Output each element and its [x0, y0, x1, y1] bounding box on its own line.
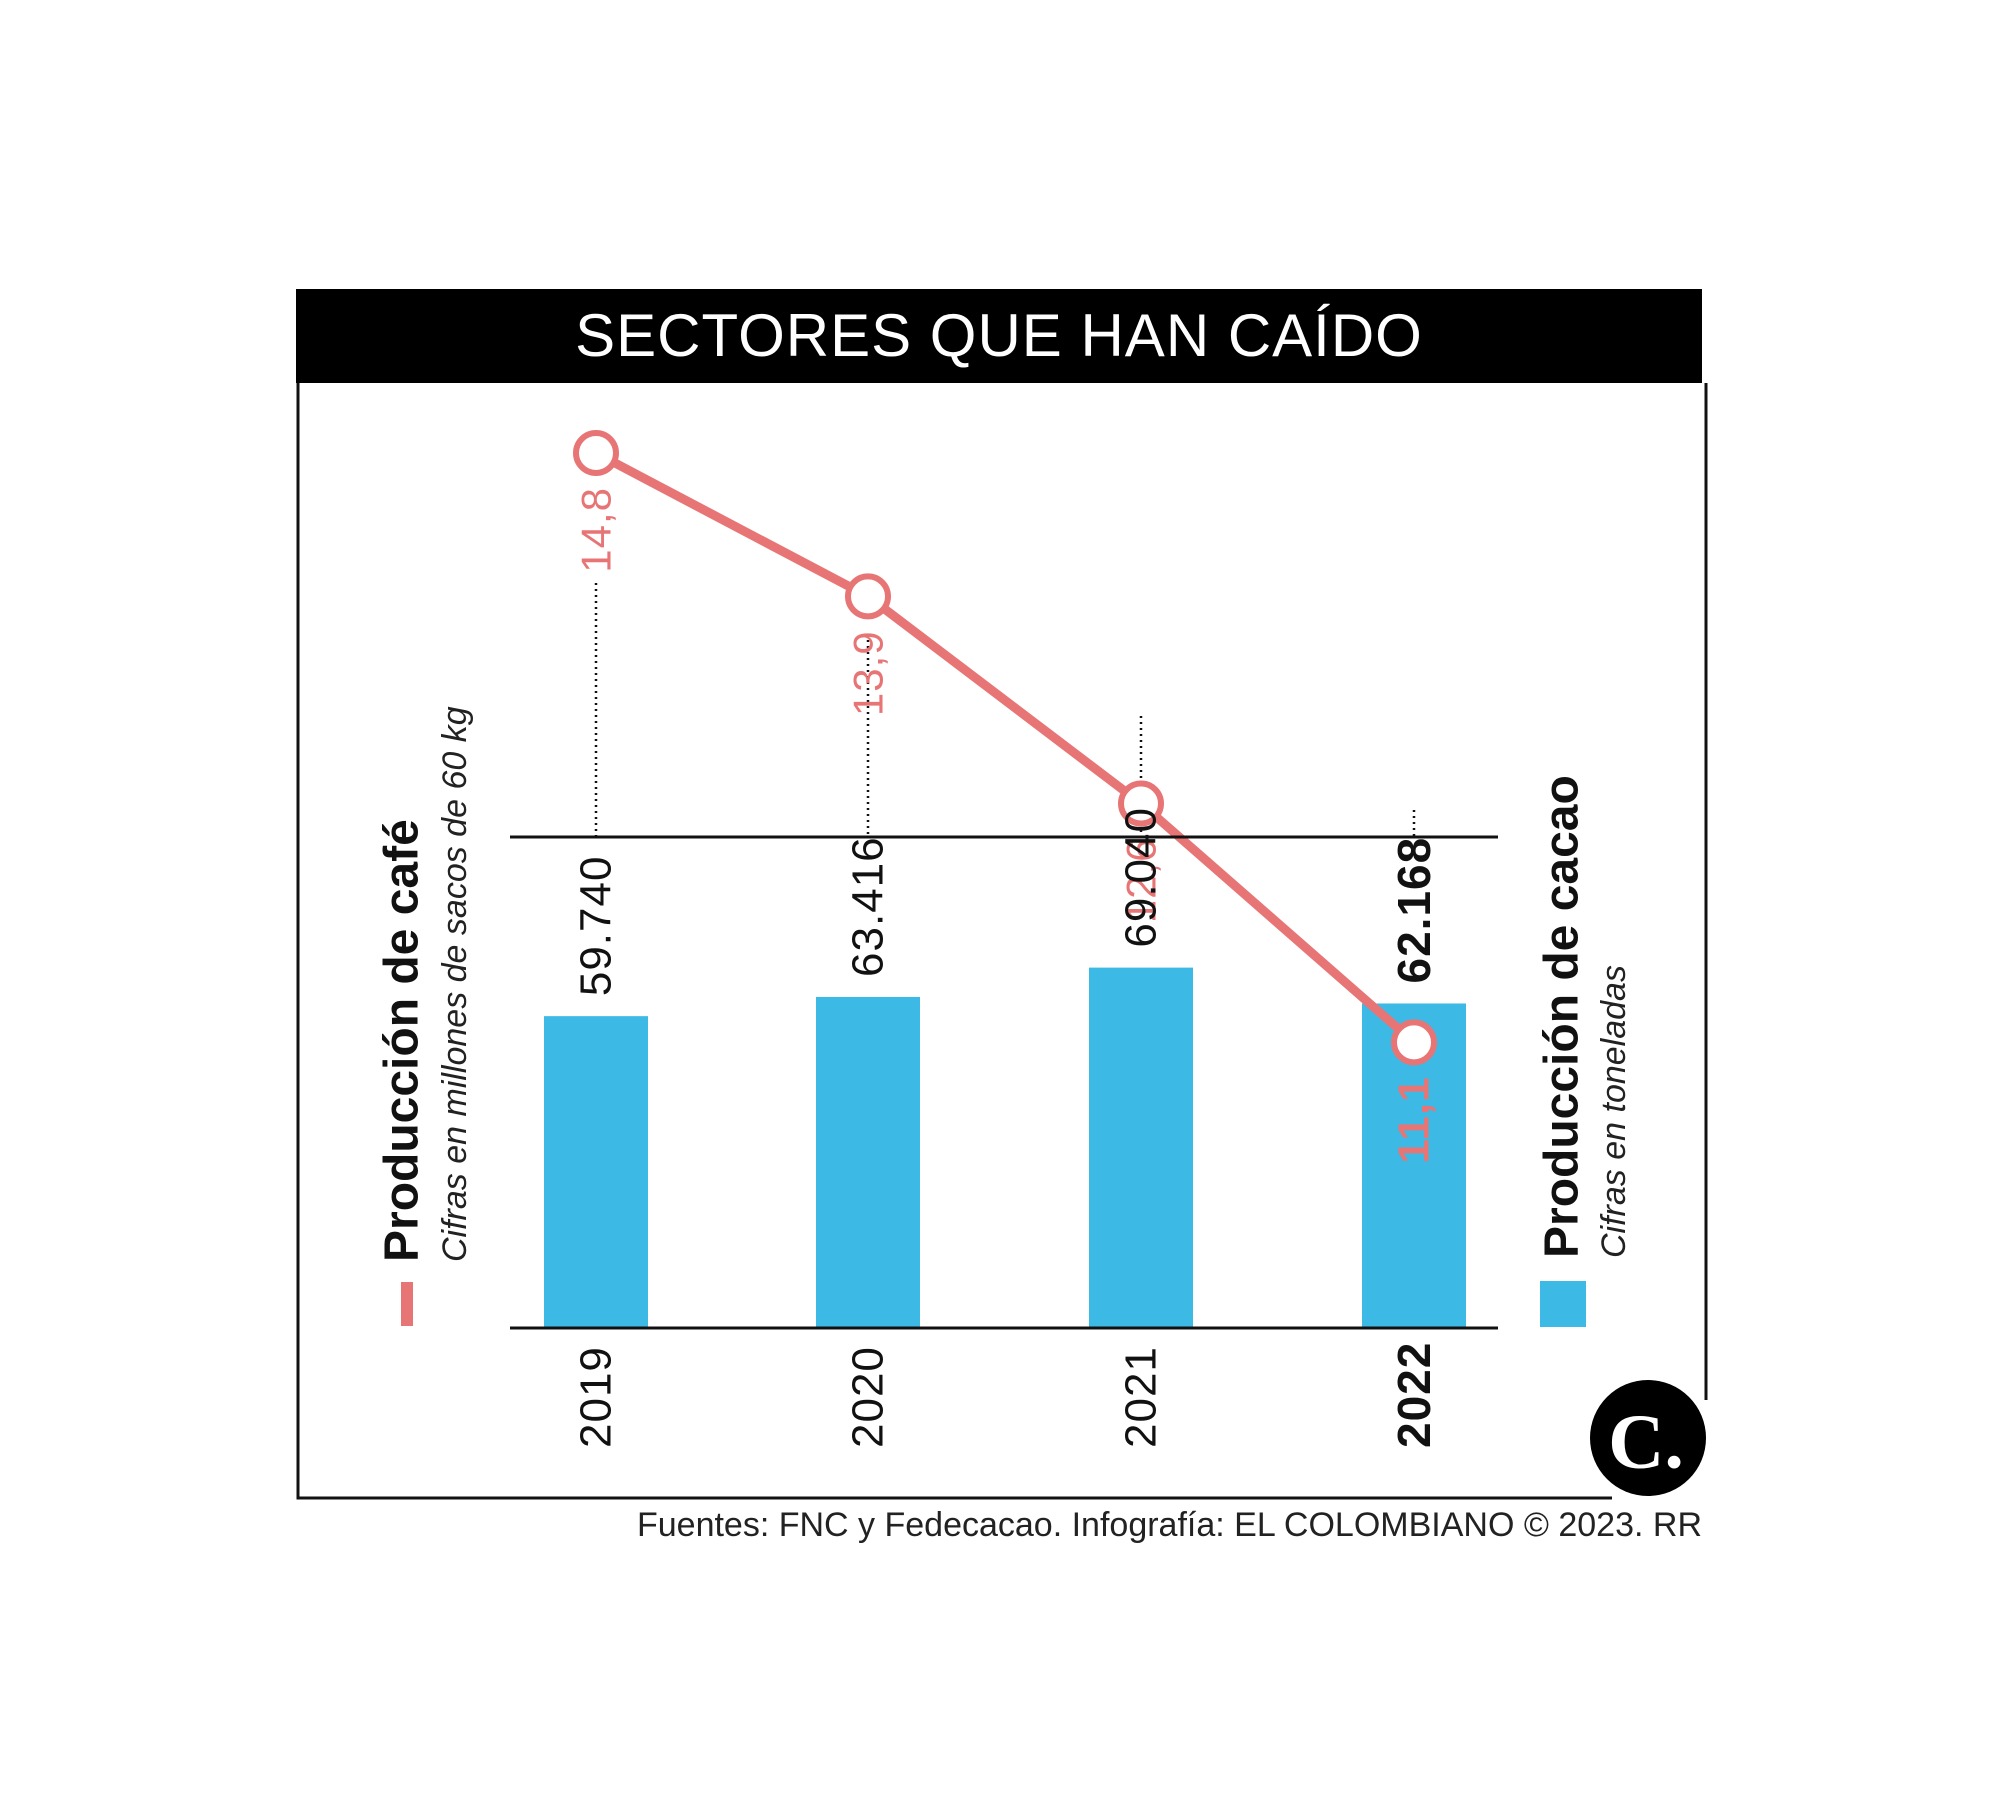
cocoa-bar-2019 — [544, 1016, 648, 1328]
coffee-point-2019 — [573, 430, 619, 476]
x-tick-label-2019: 2019 — [572, 1346, 621, 1448]
guide-lines — [594, 583, 1416, 837]
frame-left-bottom — [296, 383, 1612, 1500]
legend: Producción de café Cifras en millones de … — [376, 706, 1633, 1327]
data-labels: 14,8 13,9 12,6 11,1 59.740 63.416 69.040 62.168 — [572, 487, 1441, 1164]
cocoa-legend-swatch — [1540, 1281, 1586, 1327]
cocoa-legend-title: Producción de cacao — [1536, 775, 1589, 1258]
coffee-series-line — [593, 449, 1417, 1046]
cocoa-bars — [544, 967, 1466, 1328]
cocoa-value-label-2020: 63.416 — [844, 836, 893, 977]
x-tick-label-2021: 2021 — [1117, 1346, 1166, 1448]
title-bar: SECTORES QUE HAN CAÍDO — [296, 289, 1702, 383]
cocoa-value-label-2022: 62.168 — [1388, 837, 1440, 984]
cocoa-bar-2020 — [816, 996, 920, 1328]
logo: C. — [1590, 1380, 1706, 1496]
coffee-value-label-2019: 14,8 — [573, 487, 620, 573]
cocoa-legend-subtitle: Cifras en toneladas — [1595, 965, 1633, 1258]
coffee-line — [573, 430, 1437, 1066]
axes: 2019 2020 2021 2022 — [510, 835, 1498, 1448]
source-credit: Fuentes: FNC y Fedecacao. Infografía: EL… — [636, 1506, 1702, 1544]
x-tick-label-2020: 2020 — [844, 1346, 893, 1448]
chart-title: SECTORES QUE HAN CAÍDO — [575, 302, 1423, 369]
cocoa-bar-2021 — [1089, 967, 1193, 1328]
coffee-legend-swatch — [401, 1282, 413, 1326]
x-tick-label-2022: 2022 — [1388, 1342, 1440, 1448]
frame-border — [296, 383, 1708, 1500]
coffee-value-label-2022: 11,1 — [1390, 1076, 1439, 1163]
coffee-point-2020 — [845, 573, 891, 620]
cocoa-value-label-2019: 59.740 — [572, 856, 621, 997]
coffee-value-label-2021: 12,6 — [1118, 837, 1165, 923]
coffee-point-2022 — [1391, 1019, 1437, 1066]
cocoa-value-label-2021: 69.040 — [1117, 807, 1166, 948]
coffee-point-2021 — [1118, 780, 1164, 827]
coffee-value-label-2020: 13,9 — [845, 630, 892, 716]
logo-circle — [1590, 1380, 1706, 1496]
coffee-legend-subtitle: Cifras en millones de sacos de 60 kg — [436, 706, 474, 1262]
logo-text: C. — [1608, 1398, 1684, 1485]
coffee-legend-title: Producción de café — [376, 819, 429, 1262]
